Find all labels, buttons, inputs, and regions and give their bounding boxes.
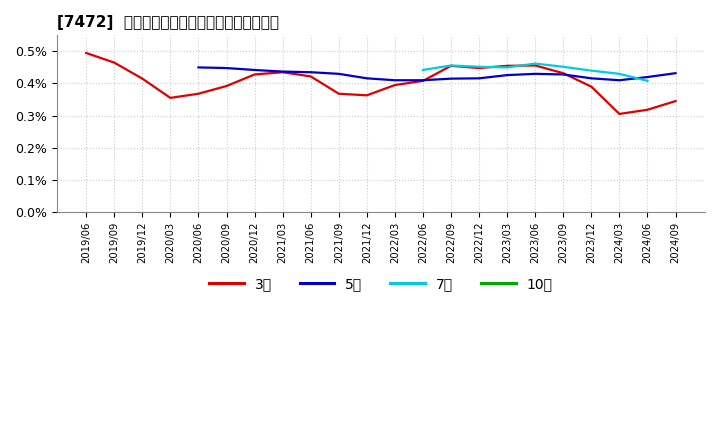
Text: [7472]  当期純利益マージンの標準偏差の推移: [7472] 当期純利益マージンの標準偏差の推移 [57,15,279,30]
Legend: 3年, 5年, 7年, 10年: 3年, 5年, 7年, 10年 [203,271,559,297]
